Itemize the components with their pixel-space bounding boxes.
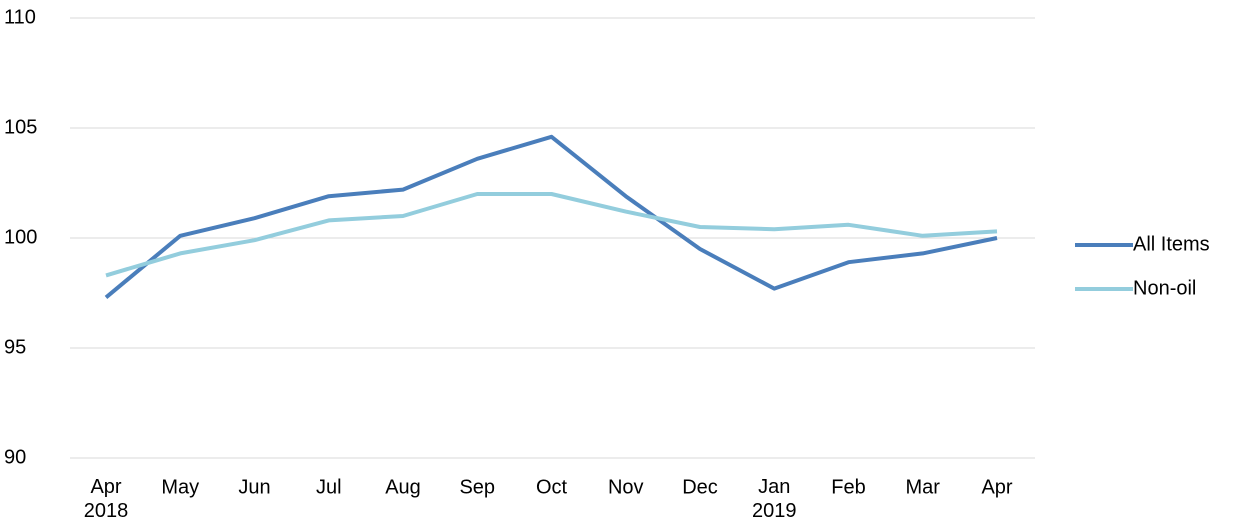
legend-label: Non-oil <box>1133 277 1196 299</box>
x-tick-label: Jan 2019 <box>752 476 797 522</box>
x-tick-label: Apr <box>981 476 1012 498</box>
y-tick-label: 95 <box>4 336 26 358</box>
x-tick-label: May <box>161 476 199 498</box>
x-tick-label: Mar <box>906 476 941 498</box>
x-tick-label: Nov <box>608 476 644 498</box>
x-tick-label: Dec <box>682 476 718 498</box>
y-tick-label: 105 <box>4 116 37 138</box>
x-tick-label: Oct <box>536 476 568 498</box>
series-line <box>105 192 998 278</box>
x-tick-label: Jun <box>238 476 270 498</box>
x-tick-label: Feb <box>831 476 865 498</box>
x-tick-label: Aug <box>385 476 421 498</box>
y-tick-label: 110 <box>4 6 36 28</box>
legend-label: All Items <box>1133 233 1210 255</box>
series-line <box>104 134 998 299</box>
y-tick-label: 100 <box>4 226 37 248</box>
x-tick-label: Jul <box>316 476 342 498</box>
y-tick-label: 90 <box>4 446 26 468</box>
x-tick-label: Apr 2018 <box>84 476 129 522</box>
x-tick-label: Sep <box>459 476 495 498</box>
